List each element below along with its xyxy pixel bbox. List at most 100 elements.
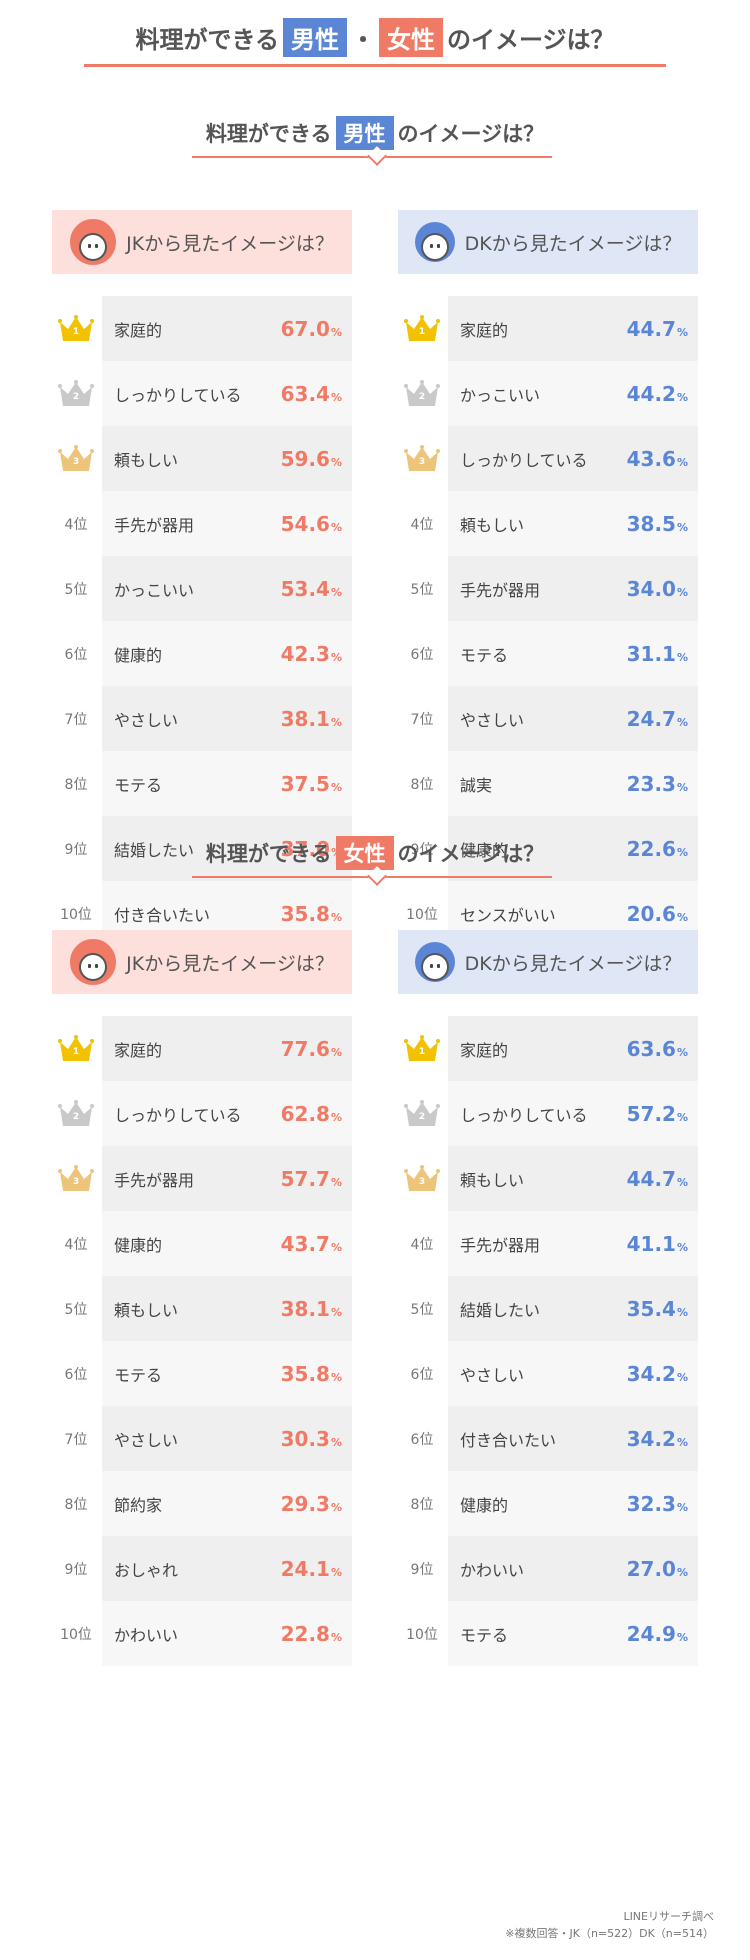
percentage-number: 62.8 (280, 1101, 330, 1126)
rank-label: 9位 (64, 841, 88, 858)
percentage-unit: % (330, 1565, 342, 1579)
column-header: JKから見たイメージは？ (52, 210, 352, 274)
rank-label: 6位 (410, 646, 434, 663)
rank: 10位 (52, 881, 100, 946)
percentage-number: 32.3 (626, 1491, 676, 1516)
percentage-value: 59.6% (281, 447, 342, 471)
rank-label: 8位 (64, 1496, 88, 1513)
rank: 7位 (398, 686, 446, 751)
item-label: しっかりしている (460, 1105, 588, 1125)
crown-rank-number: 3 (72, 456, 80, 467)
percentage-value: 38.1% (281, 1297, 342, 1321)
section-title-suffix: のイメージは？ (397, 122, 545, 146)
male-tag: 男性 (283, 18, 347, 57)
percentage-number: 35.4 (626, 1296, 676, 1321)
crown-rank-number: 3 (418, 456, 426, 467)
percentage-number: 22.6 (626, 836, 676, 861)
crown-rank-number: 2 (418, 391, 426, 402)
item-label: 家庭的 (114, 1040, 163, 1060)
ranking-cell: しっかりしている 43.6% (448, 426, 698, 491)
ranking-row: 10位 かわいい 22.8% (52, 1601, 352, 1666)
percentage-number: 42.3 (280, 641, 330, 666)
percentage-number: 54.6 (280, 511, 330, 536)
ranking-row: 9位 健康的 22.6% (398, 816, 698, 881)
percentage-value: 67.0% (281, 317, 342, 341)
percentage-unit: % (676, 585, 688, 599)
rank: 8位 (52, 1471, 100, 1536)
percentage-value: 44.7% (627, 317, 688, 341)
crown-icon: 3 (404, 444, 440, 474)
item-label: 頼もしい (460, 1170, 525, 1190)
rank-label: 4位 (64, 1236, 88, 1253)
crown-icon: 2 (404, 379, 440, 409)
ranking-row: 5位 頼もしい 38.1% (52, 1276, 352, 1341)
percentage-number: 37.0 (280, 836, 330, 861)
item-label: やさしい (114, 710, 179, 730)
percentage-number: 38.1 (280, 1296, 330, 1321)
item-label: やさしい (460, 1365, 525, 1385)
ranking-row: 1 家庭的 77.6% (52, 1016, 352, 1081)
jk-column: JKから見たイメージは？ 1 家庭的 67.0% 2 しっかりしている 63.4% 3 頼もしい… (52, 210, 352, 946)
rank: 10位 (52, 1601, 100, 1666)
ranking-cell: やさしい 24.7% (448, 686, 698, 751)
percentage-unit: % (330, 910, 342, 924)
ranking-row: 2 しっかりしている 57.2% (398, 1081, 698, 1146)
percentage-unit: % (330, 325, 342, 339)
rank-label: 8位 (410, 1496, 434, 1513)
ranking-cell: 手先が器用 41.1% (448, 1211, 698, 1276)
percentage-value: 34.2% (627, 1362, 688, 1386)
column-header: JKから見たイメージは？ (52, 930, 352, 994)
rank: 4位 (52, 1211, 100, 1276)
ranking-row: 8位 節約家 29.3% (52, 1471, 352, 1536)
percentage-value: 38.1% (281, 707, 342, 731)
crown-icon: 1 (58, 1034, 94, 1064)
ranking-list: 1 家庭的 63.6% 2 しっかりしている 57.2% 3 頼もしい 44.7% 4位 手先が器用… (398, 1016, 698, 1666)
percentage-unit: % (676, 780, 688, 794)
percentage-value: 57.7% (281, 1167, 342, 1191)
item-label: モテる (114, 1365, 163, 1385)
source-note: LINEリサーチ調べ (623, 1910, 714, 1923)
percentage-value: 53.4% (281, 577, 342, 601)
rank: 4位 (398, 1211, 446, 1276)
percentage-unit: % (330, 390, 342, 404)
percentage-value: 43.6% (627, 447, 688, 471)
ranking-cell: 家庭的 67.0% (102, 296, 352, 361)
item-label: やさしい (460, 710, 525, 730)
percentage-unit: % (330, 455, 342, 469)
percentage-number: 38.1 (280, 706, 330, 731)
rank-label: 10位 (406, 906, 438, 923)
percentage-unit: % (676, 1045, 688, 1059)
crown-rank-number: 1 (72, 326, 80, 337)
percentage-unit: % (330, 1240, 342, 1254)
item-label: モテる (460, 1625, 509, 1645)
ranking-row: 9位 かわいい 27.0% (398, 1536, 698, 1601)
rank: 5位 (52, 556, 100, 621)
percentage-unit: % (676, 715, 688, 729)
boy-avatar (414, 222, 455, 262)
percentage-unit: % (676, 1435, 688, 1449)
ranking-cell: 結婚したい 35.4% (448, 1276, 698, 1341)
percentage-value: 30.3% (281, 1427, 342, 1451)
percentage-unit: % (330, 585, 342, 599)
percentage-unit: % (676, 520, 688, 534)
percentage-number: 24.7 (626, 706, 676, 731)
rank: 2 (398, 361, 446, 426)
item-label: 付き合いたい (114, 905, 211, 925)
rank: 6位 (398, 621, 446, 686)
item-label: 健康的 (114, 645, 163, 665)
ranking-cell: かわいい 22.8% (102, 1601, 352, 1666)
main-title-suffix: のイメージは？ (447, 26, 615, 54)
section-title-suffix: のイメージは？ (397, 842, 545, 866)
percentage-value: 34.2% (627, 1427, 688, 1451)
ranking-cell: かっこいい 44.2% (448, 361, 698, 426)
rank: 5位 (398, 1276, 446, 1341)
ranking-row: 3 頼もしい 59.6% (52, 426, 352, 491)
ranking-cell: しっかりしている 62.8% (102, 1081, 352, 1146)
crown-icon: 1 (404, 1034, 440, 1064)
rank: 10位 (398, 881, 446, 946)
percentage-number: 43.7 (280, 1231, 330, 1256)
ranking-row: 6位 やさしい 34.2% (398, 1341, 698, 1406)
ranking-row: 1 家庭的 63.6% (398, 1016, 698, 1081)
rank: 7位 (52, 686, 100, 751)
percentage-value: 32.3% (627, 1492, 688, 1516)
